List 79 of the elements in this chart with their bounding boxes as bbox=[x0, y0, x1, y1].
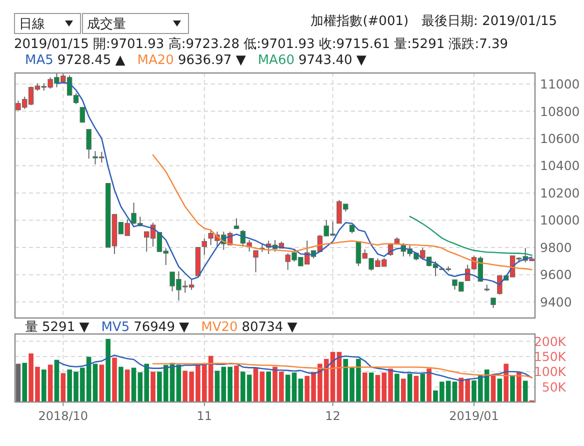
x-tick-label: 2019/01 bbox=[449, 409, 499, 423]
series-label: MA5 bbox=[25, 53, 54, 68]
bar bbox=[497, 378, 502, 402]
bar bbox=[260, 372, 265, 402]
bar bbox=[118, 366, 124, 402]
bar bbox=[522, 380, 528, 402]
text: 成交量 bbox=[87, 16, 126, 32]
bar bbox=[99, 364, 104, 402]
bar bbox=[400, 378, 406, 402]
bar bbox=[150, 372, 156, 402]
line-series bbox=[152, 362, 532, 378]
bar bbox=[234, 366, 239, 402]
y-tick-label: 10400 bbox=[540, 158, 580, 174]
bar bbox=[16, 364, 21, 402]
bar bbox=[124, 370, 130, 402]
text: 9743.40 ▼ bbox=[298, 53, 366, 68]
bar bbox=[253, 368, 258, 402]
y-tick-label: 9600 bbox=[540, 267, 572, 282]
text: MA60 bbox=[258, 53, 294, 68]
y-tick-label: 200K bbox=[534, 334, 567, 349]
text: 9728.45 ▲ bbox=[57, 53, 126, 68]
y-tick-label: 150K bbox=[534, 348, 567, 364]
bar bbox=[292, 372, 297, 402]
y-tick-label: 11000 bbox=[540, 76, 580, 92]
annotation: 76949 ▼ bbox=[134, 320, 190, 335]
x-tick-label: 2018/10 bbox=[38, 409, 88, 423]
bar bbox=[60, 373, 66, 402]
bar bbox=[41, 370, 46, 402]
annotation: 80734 ▼ bbox=[242, 320, 298, 335]
bar bbox=[414, 376, 419, 402]
text: MA20 bbox=[137, 53, 174, 68]
bar bbox=[266, 372, 271, 402]
candlestick bbox=[202, 238, 207, 256]
y-tick-label: 10200 bbox=[540, 185, 580, 200]
y-tick-label: 10600 bbox=[540, 131, 580, 146]
bar bbox=[131, 368, 136, 402]
bar bbox=[106, 338, 110, 402]
text: 日線 bbox=[19, 17, 45, 32]
y-tick-label: 10800 bbox=[540, 104, 580, 119]
line-series bbox=[152, 154, 532, 270]
bar bbox=[516, 372, 522, 402]
candlestick bbox=[234, 218, 240, 230]
candlestick bbox=[253, 250, 258, 273]
annotation: 5291 ▼ bbox=[42, 320, 90, 335]
candlestick bbox=[80, 107, 86, 123]
series-label: MV5 bbox=[101, 320, 130, 335]
bar bbox=[510, 376, 515, 402]
bar bbox=[420, 374, 426, 402]
bar bbox=[92, 364, 98, 402]
y-tick-label: 9400 bbox=[540, 294, 572, 310]
bar bbox=[407, 374, 412, 402]
bar bbox=[48, 364, 53, 402]
y-tick-label: 100K bbox=[534, 364, 567, 380]
bar bbox=[112, 358, 117, 402]
chart-title: 加權指數(#001) 最後日期: 2019/01/15 bbox=[310, 14, 557, 29]
y-tick-label: 50K bbox=[542, 379, 567, 394]
bar bbox=[490, 374, 496, 402]
line-series bbox=[56, 354, 532, 382]
bar bbox=[54, 360, 60, 402]
candlestick bbox=[490, 297, 496, 308]
text: MV20 bbox=[201, 320, 238, 335]
series-label: 量 bbox=[25, 320, 38, 335]
y-tick-label: 10000 bbox=[540, 212, 580, 228]
bar bbox=[452, 382, 458, 402]
bar bbox=[362, 372, 368, 402]
y-tick-label: 9800 bbox=[540, 240, 572, 255]
bar bbox=[298, 378, 304, 402]
x-tick-label: 11 bbox=[196, 409, 212, 423]
text: 9636.97 ▼ bbox=[178, 53, 246, 68]
line-series bbox=[409, 216, 532, 256]
bar bbox=[368, 372, 374, 402]
bar bbox=[504, 364, 509, 402]
chart-subtitle: 2019/01/15 開:9701.93 高:9723.28 低:9701.93 收:9715.61 量:5291 漲跌:7.39 bbox=[14, 36, 508, 52]
bar bbox=[426, 368, 432, 402]
bar bbox=[394, 374, 400, 402]
bar bbox=[22, 362, 28, 402]
bar bbox=[285, 374, 290, 402]
candlestick bbox=[86, 128, 92, 160]
x-tick-label: 12 bbox=[325, 409, 340, 423]
